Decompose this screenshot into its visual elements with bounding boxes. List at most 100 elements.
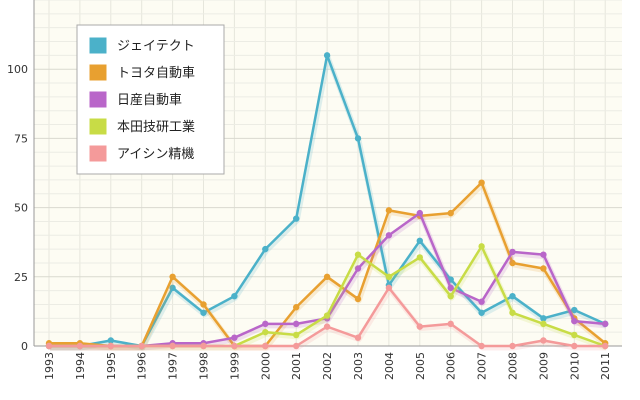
- y-tick-label: 75: [14, 132, 28, 145]
- data-point: [354, 334, 362, 341]
- data-point: [231, 292, 238, 300]
- data-point: [262, 320, 269, 328]
- data-point: [354, 295, 362, 303]
- x-tick-label: 2007: [476, 352, 489, 380]
- data-point: [262, 342, 269, 350]
- data-point: [478, 309, 485, 316]
- y-tick-label: 0: [21, 340, 28, 353]
- data-point: [293, 215, 300, 222]
- y-axis-ticks: 0 25 50 75 100: [7, 63, 28, 353]
- data-point: [447, 292, 454, 300]
- data-point: [231, 342, 238, 350]
- data-point: [107, 337, 115, 344]
- data-point: [540, 337, 547, 344]
- data-point: [45, 342, 53, 350]
- series-5: [45, 284, 609, 351]
- data-point: [76, 342, 84, 350]
- legend-label: トヨタ自動車: [117, 66, 195, 81]
- y-tick-label: 100: [7, 63, 28, 76]
- data-point: [262, 328, 269, 336]
- data-point: [571, 331, 578, 339]
- data-point: [385, 232, 393, 239]
- x-tick-label: 1998: [198, 352, 211, 380]
- data-point: [323, 323, 331, 330]
- y-tick-label: 25: [14, 271, 28, 284]
- data-point: [169, 284, 176, 292]
- data-point: [509, 259, 516, 267]
- data-point: [107, 342, 115, 350]
- data-point: [200, 309, 207, 316]
- data-point: [293, 331, 300, 339]
- data-point: [416, 254, 423, 261]
- x-tick-label: 1993: [43, 352, 56, 380]
- y-tick-label: 50: [14, 202, 28, 215]
- x-tick-label: 2008: [507, 352, 520, 380]
- data-point: [354, 135, 362, 142]
- data-point: [571, 306, 578, 314]
- x-tick-label: 2009: [537, 352, 550, 380]
- data-point: [509, 342, 516, 350]
- data-point: [540, 315, 547, 322]
- data-point: [323, 52, 331, 59]
- data-point: [478, 298, 485, 305]
- data-point: [293, 342, 300, 350]
- x-tick-label: 2011: [599, 352, 612, 380]
- data-point: [540, 251, 547, 258]
- data-point: [416, 209, 423, 217]
- data-point: [262, 245, 269, 253]
- data-point: [385, 207, 393, 214]
- data-point: [169, 342, 176, 350]
- data-point: [602, 320, 609, 328]
- legend-label: 日産自動車: [117, 92, 182, 108]
- data-point: [416, 237, 423, 245]
- x-tick-label: 2000: [259, 352, 272, 380]
- series-layer: [45, 52, 609, 351]
- legend-label: アイシン精機: [117, 147, 194, 162]
- data-point: [323, 312, 331, 319]
- data-point: [478, 179, 485, 186]
- x-tick-label: 2005: [414, 352, 427, 380]
- x-tick-label: 2006: [445, 352, 458, 380]
- data-point: [447, 320, 454, 328]
- data-point: [138, 342, 145, 350]
- data-point: [447, 209, 454, 217]
- data-point: [540, 320, 547, 328]
- x-tick-label: 2003: [352, 352, 365, 380]
- x-tick-label: 1994: [74, 352, 87, 380]
- legend-swatch: [88, 90, 108, 109]
- x-axis-ticks: 1993 1994 1995 1996 1997 1998 1999 2000 2001 2002…: [43, 352, 612, 380]
- data-point: [293, 304, 300, 311]
- data-point: [602, 342, 609, 350]
- data-point: [231, 334, 238, 341]
- data-point: [478, 342, 485, 350]
- data-point: [200, 342, 207, 350]
- x-tick-label: 1999: [228, 352, 241, 380]
- x-tick-label: 1996: [136, 352, 149, 380]
- x-tick-label: 1995: [105, 352, 118, 380]
- x-tick-label: 2004: [383, 352, 396, 380]
- data-point: [571, 317, 578, 325]
- data-point: [323, 273, 331, 280]
- data-point: [385, 273, 393, 280]
- x-tick-label: 1997: [167, 352, 180, 380]
- legend-swatch: [88, 117, 108, 136]
- data-point: [385, 284, 393, 292]
- x-tick-label: 2001: [290, 352, 303, 380]
- legend-swatch: [88, 63, 108, 82]
- data-point: [509, 309, 516, 316]
- x-tick-label: 2010: [568, 352, 581, 380]
- data-point: [509, 292, 516, 300]
- data-point: [293, 320, 300, 328]
- data-point: [571, 342, 578, 350]
- data-point: [354, 265, 362, 272]
- x-tick-label: 2002: [321, 352, 334, 380]
- legend-label: 本田技研工業: [117, 119, 195, 135]
- data-point: [200, 301, 207, 308]
- data-point: [169, 273, 176, 280]
- data-point: [540, 265, 547, 272]
- data-point: [354, 251, 362, 258]
- data-point: [478, 243, 485, 250]
- legend-swatch: [88, 36, 108, 55]
